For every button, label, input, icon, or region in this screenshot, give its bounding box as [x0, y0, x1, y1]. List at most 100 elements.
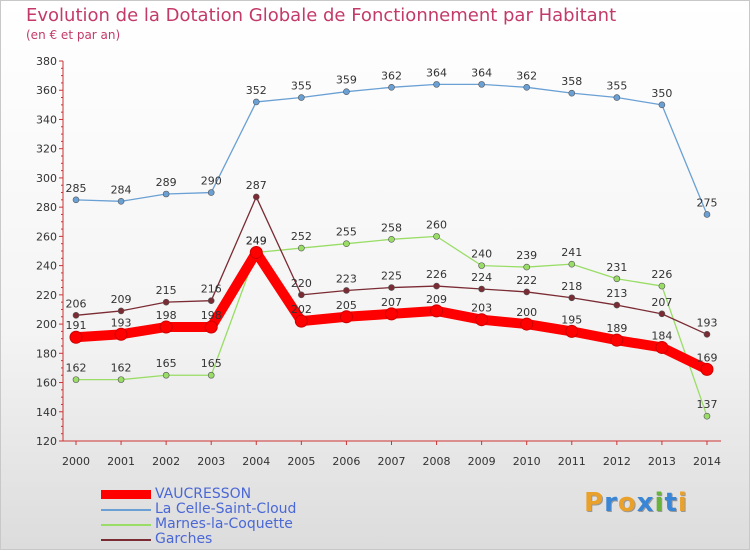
x-tick-label: 2004 [242, 455, 270, 468]
data-point [523, 288, 531, 296]
data-label: 202 [291, 303, 312, 316]
legend-swatch [101, 523, 151, 526]
data-point [252, 98, 260, 106]
y-tick-label: 280 [36, 201, 57, 214]
data-point [703, 211, 711, 218]
y-tick-label: 140 [36, 406, 57, 419]
logo-letter: x [636, 488, 655, 518]
series-line-1 [75, 83, 708, 216]
legend-entry: Marnes-la-Coquette [101, 517, 296, 532]
logo-letter: i [654, 488, 665, 518]
data-point [298, 244, 305, 252]
data-label: 220 [291, 277, 312, 290]
y-tick-label: 360 [36, 84, 57, 97]
data-point [162, 190, 170, 198]
data-point [658, 282, 666, 290]
data-point [478, 285, 485, 293]
data-point [249, 245, 263, 259]
x-tick-label: 2013 [648, 455, 676, 468]
data-label: 362 [381, 69, 402, 82]
data-label: 165 [156, 357, 177, 370]
data-point [433, 81, 440, 88]
data-point [204, 320, 218, 334]
data-point [388, 236, 395, 243]
data-label: 224 [471, 271, 492, 284]
data-point [207, 297, 215, 304]
data-point [430, 304, 444, 318]
data-label: 226 [426, 268, 447, 281]
data-label: 169 [696, 351, 717, 364]
data-point [700, 362, 714, 376]
data-point [69, 330, 83, 344]
data-label: 195 [561, 313, 582, 326]
legend-entry: VAUCRESSON [101, 487, 296, 502]
data-point [343, 287, 350, 294]
data-point [72, 312, 80, 319]
data-label: 206 [66, 297, 87, 310]
data-label: 260 [426, 218, 447, 231]
data-label: 255 [336, 226, 357, 239]
data-point [565, 324, 579, 338]
data-point [478, 81, 485, 88]
x-tick-label: 2006 [332, 455, 360, 468]
y-tick-label: 380 [36, 55, 57, 68]
legend-label: Garches [155, 531, 213, 547]
logo-letter: t [664, 488, 678, 518]
data-label: 213 [606, 287, 627, 300]
data-label: 355 [606, 80, 627, 93]
data-label: 252 [291, 230, 312, 243]
x-tick-label: 2005 [287, 455, 315, 468]
legend-entry: La Celle-Saint-Cloud [101, 502, 296, 517]
data-point [207, 189, 215, 196]
data-label: 223 [336, 272, 357, 285]
data-point [568, 260, 576, 268]
legend-label: Marnes-la-Coquette [155, 516, 293, 532]
data-point [117, 307, 125, 315]
data-label: 209 [111, 293, 132, 306]
data-label: 162 [66, 362, 87, 375]
x-tick-label: 2008 [423, 455, 451, 468]
data-label: 241 [561, 246, 582, 259]
legend-label: VAUCRESSON [155, 486, 252, 502]
proxiti-logo: Proxiti [584, 488, 688, 518]
data-label: 289 [156, 176, 177, 189]
data-point [294, 314, 308, 328]
data-label: 225 [381, 270, 402, 283]
data-label: 249 [246, 234, 267, 247]
x-tick-label: 2002 [152, 455, 180, 468]
data-label: 231 [606, 261, 627, 274]
data-label: 184 [651, 329, 672, 342]
x-tick-label: 2012 [603, 455, 631, 468]
x-tick-label: 2011 [558, 455, 586, 468]
data-label: 209 [426, 293, 447, 306]
data-label: 198 [201, 309, 222, 322]
data-point [72, 376, 80, 383]
data-label: 200 [516, 306, 537, 319]
y-tick-label: 180 [36, 347, 57, 360]
y-tick-label: 320 [36, 143, 57, 156]
data-label: 284 [111, 183, 132, 196]
data-point [117, 376, 125, 383]
data-label: 240 [471, 248, 492, 261]
data-label: 203 [471, 302, 492, 315]
data-label: 189 [606, 322, 627, 335]
data-point [475, 313, 489, 327]
data-label: 207 [381, 296, 402, 309]
data-label: 222 [516, 274, 537, 287]
data-label: 165 [201, 357, 222, 370]
data-label: 205 [336, 299, 357, 312]
data-point [433, 233, 440, 240]
logo-letter: o [617, 488, 637, 518]
data-label: 137 [696, 398, 717, 411]
y-tick-label: 220 [36, 289, 57, 302]
data-label: 364 [426, 66, 447, 79]
data-point [339, 310, 353, 324]
data-point [162, 298, 170, 306]
data-point [613, 301, 621, 309]
data-point [162, 371, 170, 379]
legend-entry: Garches [101, 532, 296, 547]
data-point [613, 275, 621, 283]
data-label: 275 [696, 196, 717, 209]
data-label: 364 [471, 66, 492, 79]
data-label: 216 [201, 283, 222, 296]
